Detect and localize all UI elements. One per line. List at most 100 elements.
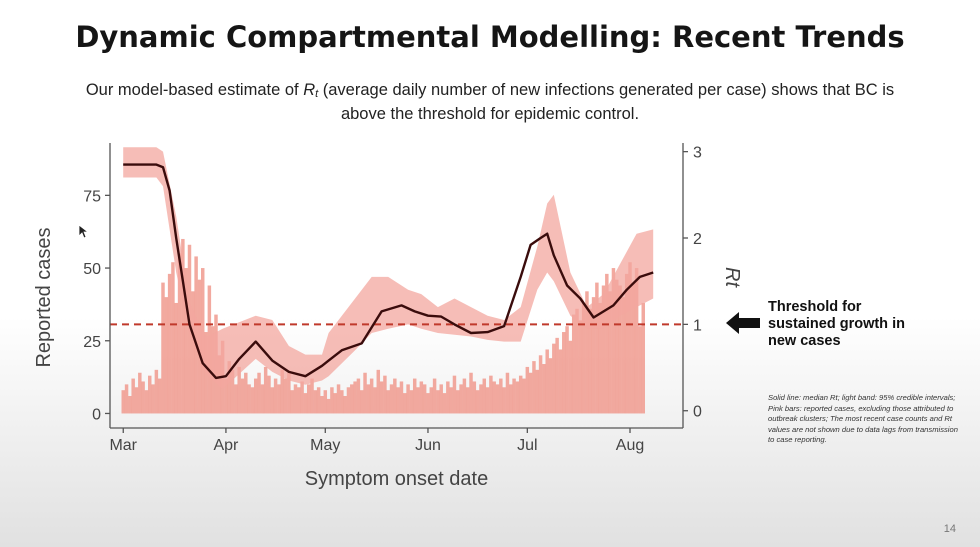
x-tick-label: Aug xyxy=(616,437,644,454)
case-bar xyxy=(605,273,609,414)
case-bar xyxy=(542,364,546,414)
case-bar xyxy=(320,396,324,414)
chart-caption: Solid line: median Rt; light band: 95% c… xyxy=(768,393,958,444)
case-bar xyxy=(340,390,344,414)
case-bar xyxy=(346,387,351,414)
case-bar xyxy=(499,378,503,414)
case-bar xyxy=(638,326,642,414)
case-bar xyxy=(303,393,308,414)
page-number: 14 xyxy=(943,523,956,535)
case-bar xyxy=(151,384,155,414)
case-bar xyxy=(621,297,626,414)
case-bar xyxy=(128,396,132,414)
threshold-note: Threshold for sustained growth in new ca… xyxy=(768,299,905,349)
case-bar xyxy=(628,262,632,414)
case-bar xyxy=(462,378,467,414)
case-bar xyxy=(528,372,533,414)
case-bar xyxy=(426,393,430,414)
case-bar xyxy=(479,384,483,414)
case-bar xyxy=(436,390,440,414)
case-bar xyxy=(562,332,566,414)
case-bar xyxy=(293,384,298,414)
case-bar xyxy=(545,349,549,414)
y2-tick-label: 3 xyxy=(693,145,702,162)
case-bar xyxy=(283,378,288,414)
case-bar xyxy=(184,268,188,414)
case-bar xyxy=(230,369,235,414)
y2-tick-label: 1 xyxy=(693,317,702,334)
case-bar xyxy=(124,384,129,414)
case-bar xyxy=(535,369,540,414)
case-bar xyxy=(310,378,314,414)
case-bar xyxy=(618,285,622,414)
y2-tick-label: 2 xyxy=(693,231,702,248)
case-bar xyxy=(224,378,228,414)
case-bar xyxy=(359,390,364,414)
case-bar xyxy=(469,372,473,414)
case-bar xyxy=(489,375,493,414)
case-bar xyxy=(366,384,371,414)
case-bar xyxy=(161,282,165,414)
case-bar xyxy=(333,393,337,414)
y-axis-label: Reported cases xyxy=(33,227,55,367)
case-bar xyxy=(386,390,390,414)
case-bar xyxy=(485,387,490,414)
case-bar xyxy=(323,390,328,414)
subtitle-text-post: (average daily number of new infections … xyxy=(318,81,895,123)
case-bar xyxy=(449,387,453,414)
case-bar xyxy=(538,355,543,414)
case-bar xyxy=(482,378,487,414)
case-bar xyxy=(167,273,172,414)
case-bar xyxy=(571,314,576,414)
rt-credible-band xyxy=(123,147,654,390)
case-bar xyxy=(171,262,175,414)
case-bar xyxy=(595,282,599,414)
case-bar xyxy=(578,320,583,414)
case-bar xyxy=(532,361,536,414)
case-bar xyxy=(575,308,579,414)
case-bar xyxy=(512,378,516,414)
x-tick-label: Mar xyxy=(109,437,137,454)
median-rt-line xyxy=(123,163,654,380)
case-bar xyxy=(515,381,520,414)
case-bar xyxy=(608,291,612,414)
case-bar xyxy=(270,387,275,414)
case-bar xyxy=(492,381,496,414)
axes: 0 25 50 75 0 1 2 3 Mar Apr May Jun Jul Aug xyxy=(83,143,702,454)
case-bar xyxy=(403,393,407,414)
case-bar xyxy=(472,381,477,414)
case-bar xyxy=(456,390,460,414)
case-bar xyxy=(297,387,301,414)
case-bar xyxy=(459,384,463,414)
case-bar xyxy=(505,372,510,414)
case-bar xyxy=(253,378,258,414)
mouse-cursor-icon xyxy=(78,224,90,239)
subtitle-rt-symbol: R xyxy=(303,81,316,99)
case-bar xyxy=(164,297,169,414)
case-bar xyxy=(148,375,152,414)
case-bar xyxy=(244,372,248,414)
y2-axis-label: Rt xyxy=(721,267,743,288)
case-bar xyxy=(383,375,387,414)
case-bar xyxy=(250,387,255,414)
case-bar xyxy=(495,384,500,414)
case-bar xyxy=(177,253,182,414)
case-bar xyxy=(465,387,470,414)
case-bar xyxy=(611,268,616,414)
x-axis-label: Symptom onset date xyxy=(305,468,488,490)
case-bar xyxy=(290,390,294,414)
case-bar xyxy=(121,390,125,414)
case-bar xyxy=(581,302,586,414)
slide-subtitle: Our model-based estimate of Rt (average … xyxy=(70,80,910,124)
case-bar xyxy=(350,384,354,414)
case-bar xyxy=(191,291,195,414)
case-bar xyxy=(565,326,569,414)
case-bar xyxy=(525,366,530,414)
case-bar xyxy=(509,384,513,414)
case-bar xyxy=(273,378,278,414)
case-bar xyxy=(389,384,394,414)
case-bar xyxy=(131,378,135,414)
case-bar xyxy=(452,375,457,414)
case-bar xyxy=(555,337,559,414)
case-bar xyxy=(598,302,602,414)
